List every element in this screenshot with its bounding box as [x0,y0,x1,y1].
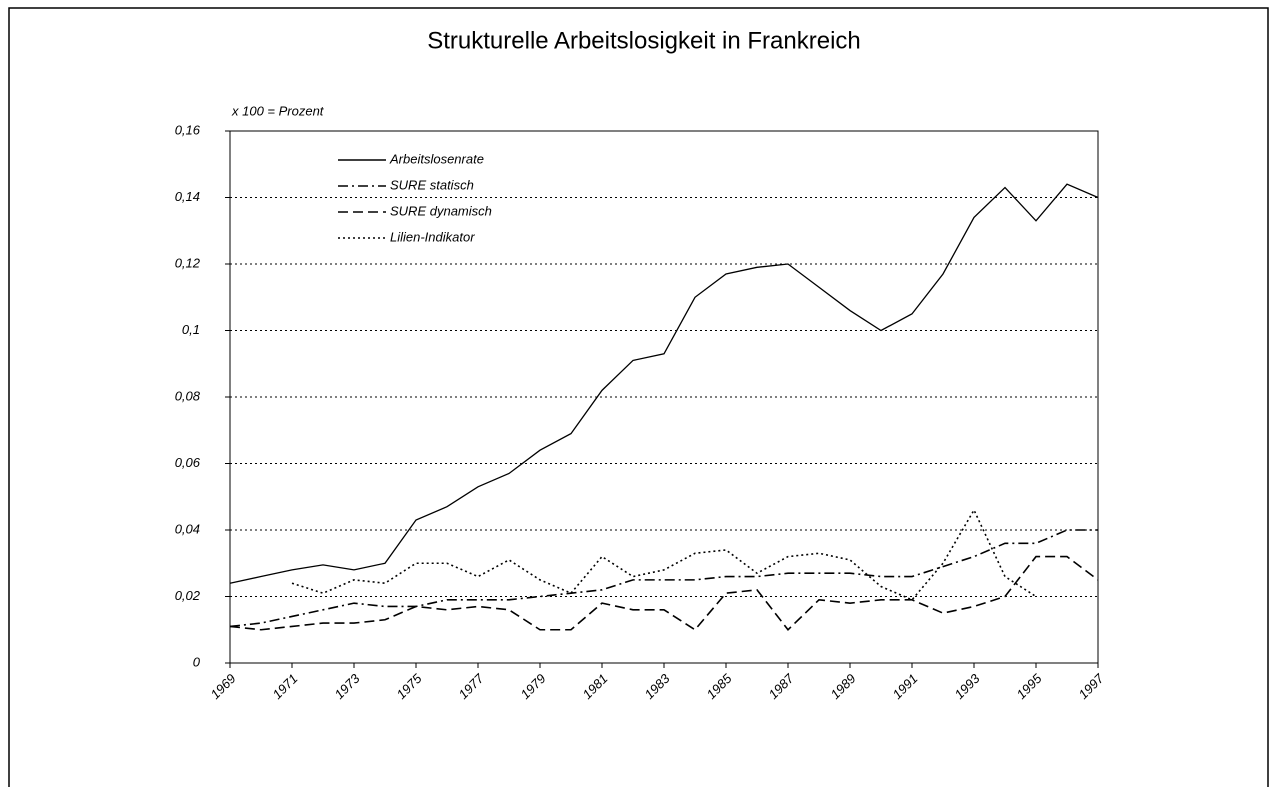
legend-label: Arbeitslosenrate [389,151,484,166]
series-line [229,183,1099,584]
y-tick-label: 0,02 [175,588,201,603]
y-tick-label: 0,16 [175,122,201,137]
y-tick-label: 0,04 [175,521,200,536]
x-tick-label: 1995 [1013,670,1045,702]
frame [8,7,1269,792]
x-tick-label: 1987 [765,670,797,702]
x-tick-label: 1977 [455,670,487,702]
y-tick-label: 0 [193,654,201,669]
x-tick-label: 1981 [579,671,610,702]
x-tick-label: 1989 [827,671,858,702]
legend-label: Lilien-Indikator [390,229,475,244]
x-tick-label: 1973 [331,670,363,702]
x-tick-label: 1993 [951,670,983,702]
chart-title: Strukturelle Arbeitslosigkeit in Frankre… [427,27,861,54]
x-tick-label: 1975 [393,670,425,702]
y-tick-label: 0,1 [182,322,200,337]
series-line [229,555,1099,631]
y-tick-label: 0,14 [175,189,200,204]
x-tick-label: 1991 [889,671,920,702]
x-tick-label: 1985 [703,670,735,702]
y-tick-label: 0,12 [175,255,201,270]
x-tick-label: 1983 [641,670,673,702]
x-tick-label: 1969 [207,671,238,702]
x-tick-label: 1971 [269,671,300,702]
x-tick-label: 1997 [1075,670,1107,702]
series-line [291,508,1037,601]
legend-label: SURE statisch [390,177,474,192]
y-tick-label: 0,06 [175,455,201,470]
y-axis-label: x 100 = Prozent [231,103,325,118]
legend-label: SURE dynamisch [390,203,492,218]
y-tick-label: 0,08 [175,388,201,403]
x-tick-label: 1979 [517,671,548,702]
series-line [229,529,1098,628]
